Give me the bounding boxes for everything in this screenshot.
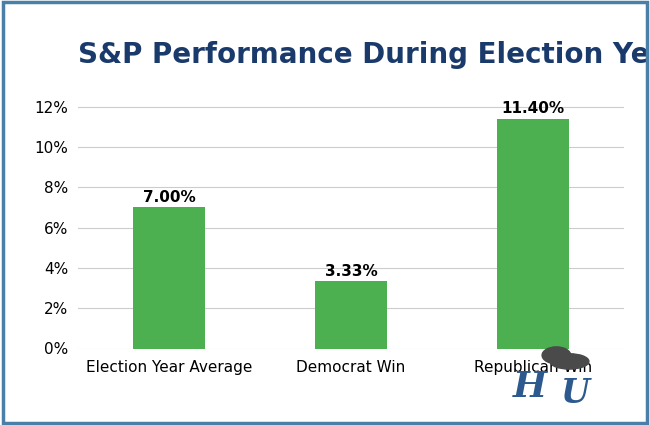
Text: 11.40%: 11.40% xyxy=(501,102,565,116)
Text: 3.33%: 3.33% xyxy=(324,264,378,279)
Bar xyxy=(497,119,569,348)
Text: H: H xyxy=(514,371,547,405)
Bar xyxy=(315,281,387,348)
Circle shape xyxy=(542,347,571,364)
Ellipse shape xyxy=(550,354,589,369)
Text: 7.00%: 7.00% xyxy=(142,190,196,205)
Text: U: U xyxy=(560,377,589,410)
Bar xyxy=(133,207,205,348)
Text: S&P Performance During Election Years: S&P Performance During Election Years xyxy=(78,41,650,68)
